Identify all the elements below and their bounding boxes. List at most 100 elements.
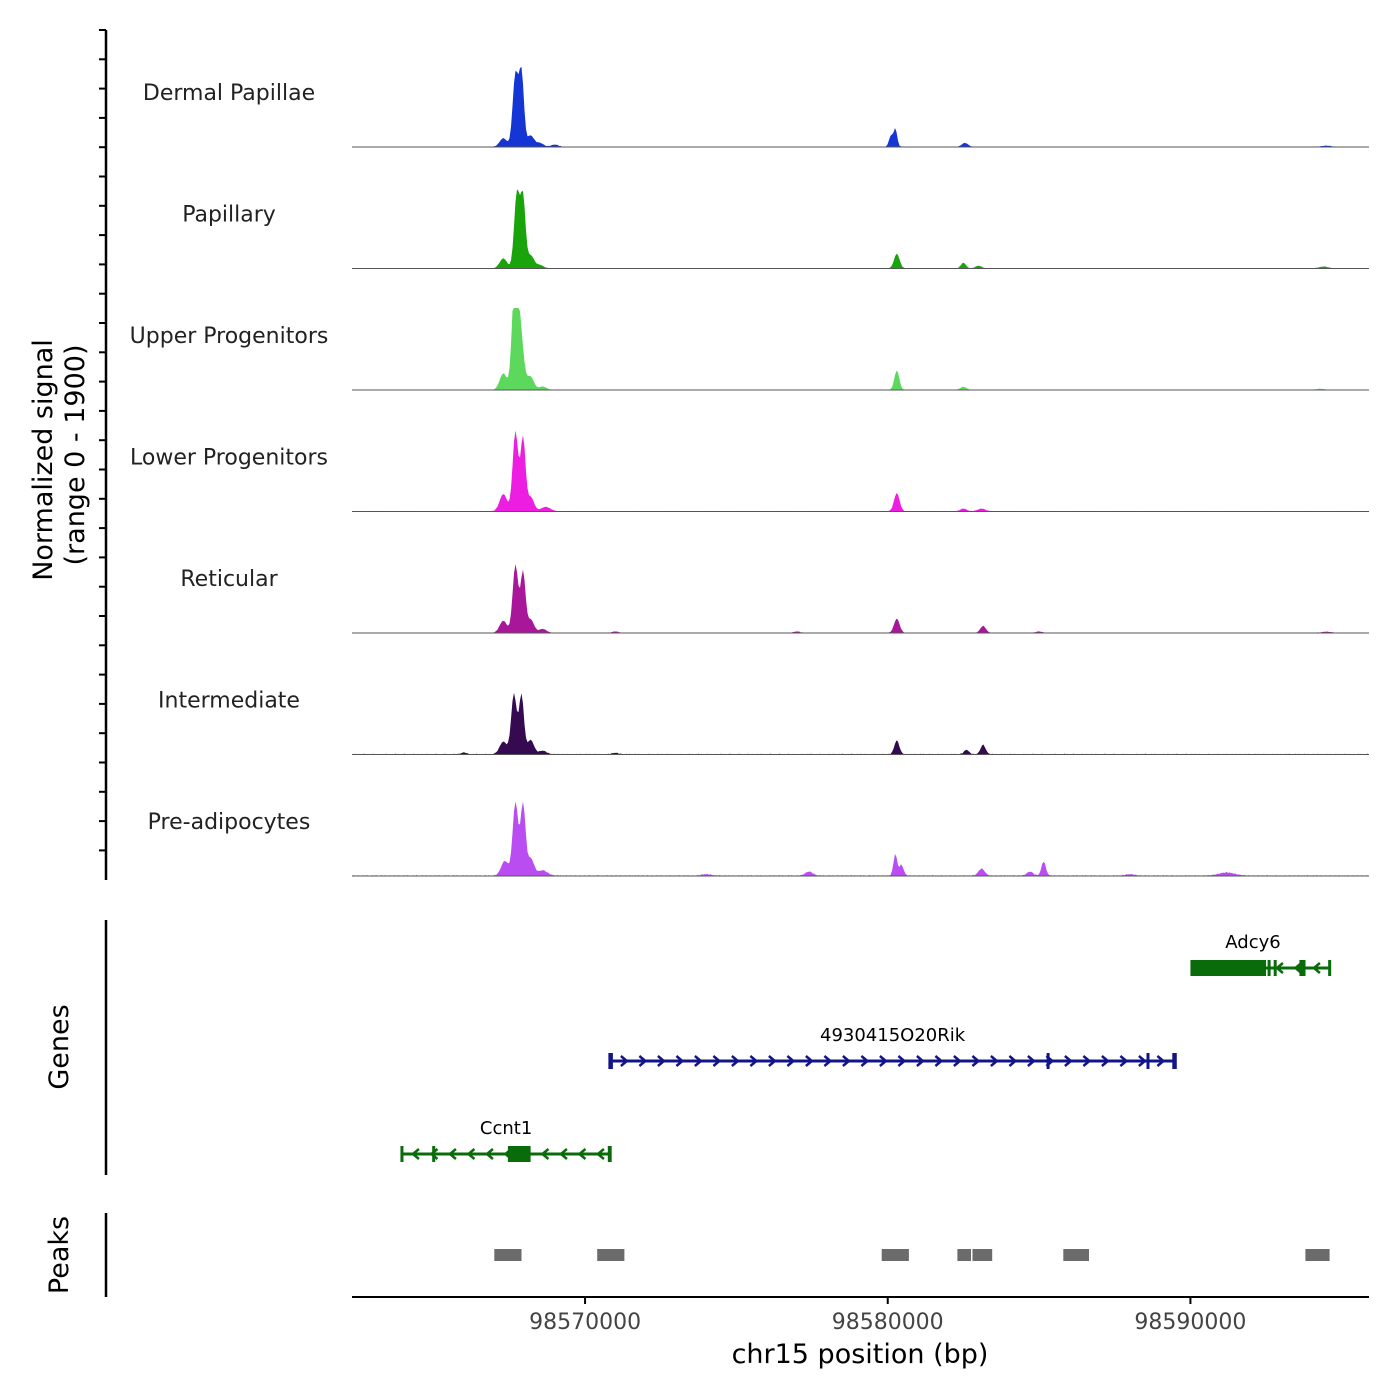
coverage-track: Reticular [180,564,1369,634]
peaks-panel: Peaks [44,1213,1330,1297]
gene-strand-chevron [712,1055,722,1067]
gene-strand-chevron [675,1055,685,1067]
gene-strand-chevron [1119,1055,1129,1067]
gene-exon [1191,960,1267,976]
gene-strand-chevron [466,1148,476,1160]
coverage-signal-area [352,308,1369,390]
genes-ylabel: Genes [44,1004,75,1089]
x-ticks: 98570000 98580000 98590000 [529,1297,1246,1335]
gene-strand-chevron [768,1055,777,1067]
gene-strand-chevron [897,1055,907,1067]
gene-strand-chevron [1101,1055,1110,1067]
gene-name-label: Adcy6 [1225,932,1280,953]
gene-strand-chevron [1082,1055,1092,1067]
gene-name-label: Ccnt1 [480,1118,532,1139]
coverage-ylabel-line2: (range 0 - 1900) [60,345,91,566]
gene-strand-chevron [1138,1055,1147,1067]
coverage-signal-area [352,801,1369,876]
gene-exon [432,1146,436,1162]
gene-model: 4930415O20Rik [608,1025,1177,1069]
gene-exon [607,1146,611,1162]
gene-exon [1046,1053,1050,1069]
coverage-signal-area [352,430,1369,512]
peak-region [881,1249,909,1261]
coverage-signal-area [352,66,1369,147]
peak-region [494,1249,522,1261]
coverage-track: Dermal Papillae [143,66,1369,148]
gene-strand-chevron [860,1055,870,1067]
coverage-track: Pre-adipocytes [148,801,1369,877]
peak-region [972,1249,993,1261]
coverage-track-label: Lower Progenitors [130,446,328,471]
gene-exon [1299,960,1306,976]
gene-strand-chevron [410,1148,420,1160]
gene-exon [507,1146,531,1162]
peak-region [1063,1249,1089,1261]
gene-strand-chevron [934,1055,944,1067]
gene-strand-chevron [577,1148,587,1160]
peaks-ylabel: Peaks [44,1216,75,1294]
coverage-track-label: Pre-adipocytes [148,810,311,835]
gene-strand-chevron [842,1055,851,1067]
gene-strand-chevron [429,1148,439,1160]
gene-strand-chevron [879,1055,888,1067]
gene-strand-chevron [971,1055,981,1067]
gene-strand-chevron [1156,1055,1166,1067]
coverage-signal-area [352,189,1369,269]
coverage-signal-area [352,564,1369,633]
coverage-track: Lower Progenitors [130,430,1369,512]
peak-region [957,1249,971,1261]
gene-strand-chevron [786,1055,796,1067]
peak-regions [494,1249,1330,1261]
gene-strand-chevron [1064,1055,1073,1067]
gene-strand-chevron [694,1055,703,1067]
x-axis: 98570000 98580000 98590000 chr15 position … [352,1296,1369,1370]
coverage-track: Upper Progenitors [130,308,1369,391]
gene-strand-chevron [1274,962,1284,974]
coverage-track-label: Intermediate [158,689,300,714]
coverage-track: Intermediate [158,689,1369,755]
gene-name-label: 4930415O20Rik [820,1025,966,1046]
coverage-ylabel-line1: Normalized signal [28,339,59,581]
gene-strand-chevron [638,1055,648,1067]
coverage-track-label: Dermal Papillae [143,81,315,106]
coverage-tracks: Dermal Papillae Papillary Upper Progenitor… [130,66,1369,877]
gene-strand-chevron [484,1148,494,1160]
x-axis-title: chr15 position (bp) [732,1339,989,1370]
gene-exon [609,1053,613,1069]
gene-model: Ccnt1 [400,1118,612,1162]
gene-strand-chevron [953,1055,962,1067]
coverage-track-label: Papillary [182,203,276,228]
gene-strand-chevron [823,1055,833,1067]
gene-strand-chevron [1008,1055,1018,1067]
gene-exon [1172,1053,1176,1069]
gene-strand-chevron [558,1148,568,1160]
gene-strand-chevron [620,1055,629,1067]
gene-models: Adcy6 4930415O20Rik Ccnt1 [400,932,1332,1162]
gene-exon [1146,1053,1150,1069]
x-tick-label: 98590000 [1134,1310,1246,1335]
gene-strand-chevron [1027,1055,1036,1067]
gene-strand-chevron [540,1148,550,1160]
x-tick-label: 98570000 [529,1310,641,1335]
gene-exon [1267,960,1271,976]
gene-strand-chevron [805,1055,814,1067]
gene-strand-chevron [990,1055,999,1067]
coverage-track-label: Reticular [180,567,278,592]
gene-strand-chevron [731,1055,740,1067]
gene-exon [1273,960,1277,976]
gene-strand-chevron [447,1148,457,1160]
coverage-track: Papillary [182,189,1369,269]
peak-region [597,1249,625,1261]
gene-model: Adcy6 [1190,932,1332,976]
gene-strand-chevron [595,1148,605,1160]
gene-strand-chevron [1311,962,1321,974]
gene-strand-chevron [749,1055,759,1067]
gene-strand-chevron [657,1055,666,1067]
coverage-y-ticks [99,29,106,852]
coverage-panel: Normalized signal (range 0 - 1900) Derma… [28,29,1369,880]
peak-region [1305,1249,1330,1261]
x-tick-label: 98580000 [832,1310,944,1335]
coverage-track-label: Upper Progenitors [130,324,329,349]
